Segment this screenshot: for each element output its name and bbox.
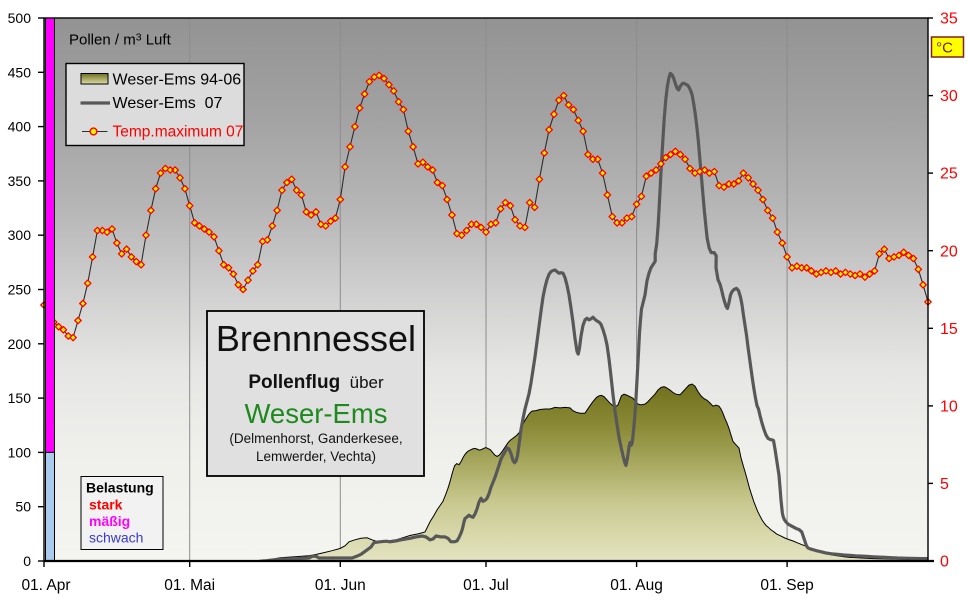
- svg-text:400: 400: [8, 119, 32, 135]
- svg-text:01. Apr: 01. Apr: [21, 577, 70, 594]
- svg-text:20: 20: [940, 243, 958, 260]
- svg-text:Belastung: Belastung: [86, 480, 154, 496]
- svg-text:300: 300: [8, 227, 32, 243]
- svg-text:°C: °C: [936, 40, 953, 57]
- svg-text:200: 200: [8, 336, 32, 352]
- svg-text:30: 30: [940, 88, 958, 105]
- svg-text:35: 35: [940, 11, 958, 28]
- svg-text:01. Jun: 01. Jun: [315, 577, 366, 594]
- svg-text:stark: stark: [89, 497, 123, 513]
- svg-text:100: 100: [8, 444, 32, 460]
- svg-text:5: 5: [940, 476, 949, 493]
- svg-text:mäßig: mäßig: [89, 513, 130, 529]
- svg-text:0: 0: [940, 554, 949, 571]
- svg-text:01. Mai: 01. Mai: [164, 577, 215, 594]
- svg-text:Weser-Ems 07: Weser-Ems 07: [113, 95, 223, 112]
- svg-text:500: 500: [8, 10, 32, 26]
- svg-text:15: 15: [940, 321, 958, 338]
- svg-text:25: 25: [940, 166, 958, 183]
- svg-text:schwach: schwach: [89, 530, 143, 546]
- svg-text:450: 450: [8, 64, 32, 80]
- svg-text:(Delmenhorst, Ganderkesee,: (Delmenhorst, Ganderkesee,: [229, 431, 402, 446]
- svg-text:Lemwerder, Vechta): Lemwerder, Vechta): [256, 449, 376, 464]
- svg-text:Weser-Ems 94-06: Weser-Ems 94-06: [113, 72, 242, 89]
- svg-text:250: 250: [8, 282, 32, 298]
- svg-text:350: 350: [8, 173, 32, 189]
- svg-text:Pollen / m3 Luft: Pollen / m3 Luft: [69, 32, 172, 49]
- svg-text:01. Jul: 01. Jul: [463, 577, 509, 594]
- svg-text:0: 0: [23, 553, 31, 569]
- svg-text:50: 50: [15, 499, 31, 515]
- svg-text:Brennnessel: Brennnessel: [216, 318, 416, 359]
- svg-text:Pollenflug über: Pollenflug über: [248, 372, 384, 393]
- svg-text:10: 10: [940, 399, 958, 416]
- svg-text:Temp.maximum 07: Temp.maximum 07: [113, 124, 244, 141]
- svg-text:Weser-Ems: Weser-Ems: [244, 398, 387, 429]
- svg-text:01. Sep: 01. Sep: [760, 577, 813, 594]
- svg-text:01. Aug: 01. Aug: [610, 577, 663, 594]
- svg-text:150: 150: [8, 390, 32, 406]
